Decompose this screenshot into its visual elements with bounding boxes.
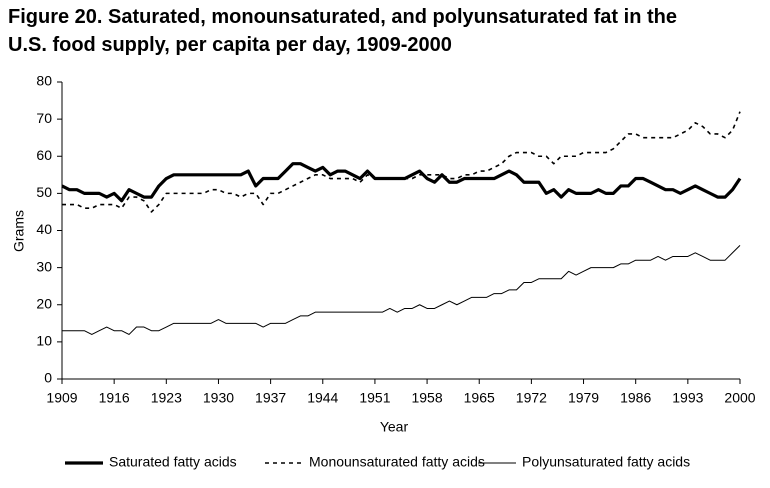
x-tick-label: 1937	[255, 390, 286, 406]
title-line: U.S. food supply, per capita per day, 19…	[8, 34, 452, 56]
y-tick-label: 0	[44, 370, 52, 386]
series-line	[62, 111, 741, 213]
y-tick-label: 50	[36, 184, 52, 200]
y-tick-label: 60	[36, 147, 52, 163]
x-tick-label: 1909	[46, 390, 77, 406]
x-tick-label: 1965	[464, 390, 495, 406]
series-line	[61, 162, 742, 203]
series-line	[62, 244, 741, 335]
y-tick-label: 20	[36, 295, 52, 311]
x-tick-label: 1972	[516, 390, 547, 406]
legend-label: Polyunsaturated fatty acids	[522, 454, 690, 470]
y-tick-label: 10	[36, 333, 52, 349]
x-tick-label: 1958	[411, 390, 442, 406]
x-tick-label: 1986	[620, 390, 651, 406]
legend-label: Monounsaturated fatty acids	[309, 454, 485, 470]
y-tick-label: 80	[36, 73, 52, 89]
y-tick-label: 40	[36, 221, 52, 237]
x-axis-label: Year	[380, 419, 409, 435]
x-tick-label: 1951	[359, 390, 390, 406]
x-tick-label: 1944	[307, 390, 338, 406]
x-tick-label: 1993	[672, 390, 703, 406]
y-tick-label: 70	[36, 110, 52, 126]
x-tick-label: 1916	[99, 390, 130, 406]
x-tick-label: 1979	[568, 390, 599, 406]
legend-label: Saturated fatty acids	[109, 454, 237, 470]
y-tick-label: 30	[36, 258, 52, 274]
x-tick-label: 1930	[203, 390, 234, 406]
y-axis-label: Grams	[11, 210, 27, 252]
title-line: Figure 20. Saturated, monounsaturated, a…	[8, 6, 677, 28]
chart-title: Figure 20. Saturated, monounsaturated, a…	[8, 6, 677, 56]
x-tick-label: 2000	[724, 390, 755, 406]
x-tick-label: 1923	[151, 390, 182, 406]
